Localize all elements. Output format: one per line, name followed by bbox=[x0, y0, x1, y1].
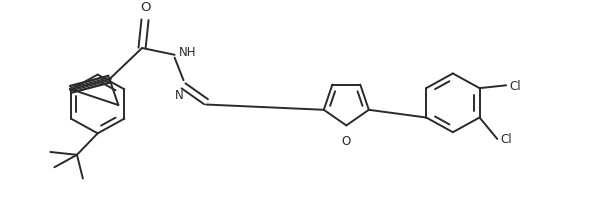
Text: NH: NH bbox=[179, 46, 197, 59]
Text: O: O bbox=[342, 134, 351, 147]
Text: O: O bbox=[140, 1, 150, 14]
Text: Cl: Cl bbox=[509, 79, 521, 92]
Text: Cl: Cl bbox=[500, 133, 512, 146]
Text: N: N bbox=[175, 88, 183, 101]
